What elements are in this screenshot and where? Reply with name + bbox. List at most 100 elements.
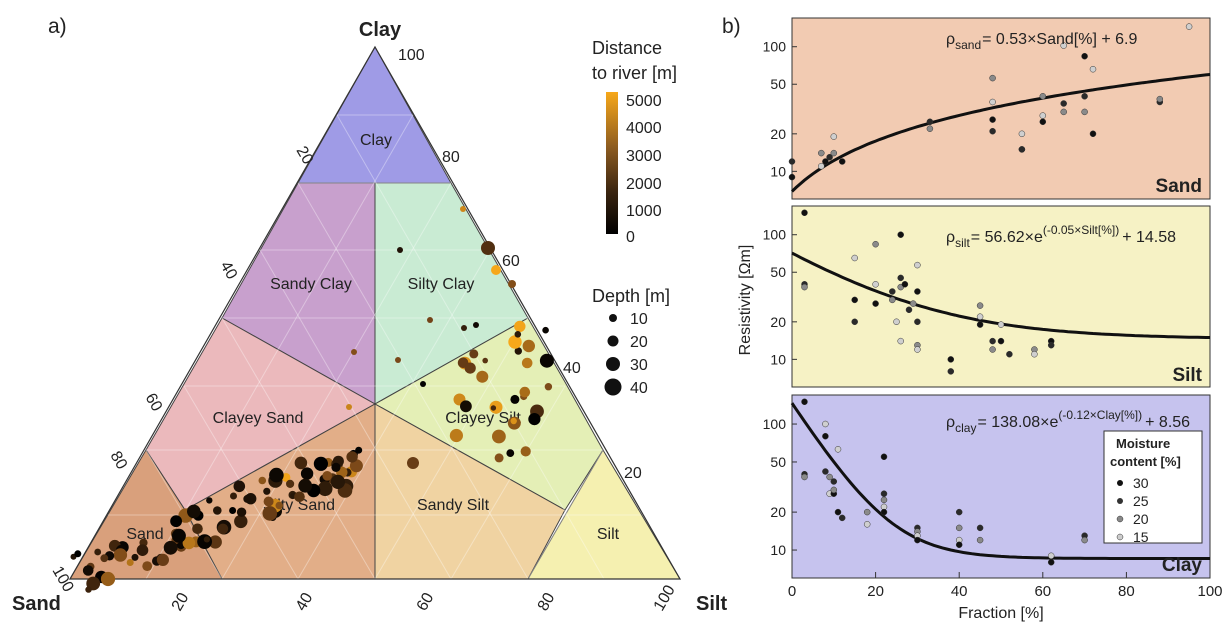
sample-point-silt <box>872 240 879 248</box>
sample-point-silt <box>997 337 1005 345</box>
sample-point-silt <box>909 300 917 307</box>
sample-point-ternary <box>407 457 419 469</box>
sample-point-ternary <box>313 456 328 471</box>
moisture-marker-15 <box>1116 533 1124 541</box>
y-tick-label: 100 <box>763 227 787 243</box>
right-tick: 60 <box>502 253 520 270</box>
depth-value: 40 <box>630 380 648 397</box>
sample-point-sand <box>826 153 833 161</box>
sample-point-ternary <box>74 550 82 558</box>
colorbar-tick: 1000 <box>626 203 662 220</box>
sample-point-clay <box>880 490 888 497</box>
sample-point-silt <box>914 318 921 326</box>
sample-point-ternary <box>213 506 222 515</box>
y-tick-label: 10 <box>770 163 786 179</box>
y-tick-label: 100 <box>763 39 787 55</box>
sample-point-ternary <box>522 339 535 353</box>
moisture-title-2: content [%] <box>1110 454 1181 469</box>
sample-point-clay <box>801 398 808 406</box>
sample-point-ternary <box>234 514 248 529</box>
subplot-label-silt: Silt <box>1172 365 1202 386</box>
sample-point-ternary <box>131 553 139 561</box>
left-axis-ticks: 20 40 60 80 <box>107 144 317 473</box>
sample-point-clay <box>838 514 846 522</box>
sample-point-sand <box>1060 100 1067 107</box>
sample-point-ternary <box>482 357 489 364</box>
region-label-clay: Clay <box>360 132 392 149</box>
sample-point-ternary <box>346 404 352 410</box>
x-tick-label: 0 <box>788 583 796 600</box>
moisture-values: 30 25 20 15 <box>1133 475 1149 545</box>
resistivity-samples <box>788 23 1193 566</box>
left-tick: 80 <box>107 449 131 473</box>
sample-point-sand <box>818 149 825 157</box>
sample-point-clay <box>863 508 871 516</box>
sample-point-sand <box>1060 42 1067 49</box>
sample-point-ternary <box>542 326 549 334</box>
right-tick: 80 <box>442 149 460 166</box>
sample-point-ternary <box>100 571 116 587</box>
sample-point-clay <box>1047 552 1055 560</box>
region-label-clayey-sand: Clayey Sand <box>213 410 304 427</box>
x-tick-label: 20 <box>867 583 884 600</box>
sample-point-ternary <box>346 451 358 463</box>
y-tick-label: 50 <box>770 454 786 470</box>
bottom-tick: 20 <box>169 590 193 614</box>
sample-point-silt <box>989 346 996 353</box>
x-axis-label: Fraction [%] <box>958 605 1043 622</box>
sample-point-ternary <box>217 523 229 535</box>
colorbar-tick: 4000 <box>626 120 662 137</box>
sample-point-silt <box>872 300 879 307</box>
sample-point-ternary <box>113 548 128 562</box>
sample-point-silt <box>893 318 900 326</box>
sample-point-ternary <box>142 561 153 571</box>
sample-point-ternary <box>206 497 213 504</box>
colorbar-tick: 3000 <box>626 148 662 165</box>
sample-point-clay <box>914 536 921 544</box>
sample-point-silt <box>872 281 879 288</box>
y-tick-label: 10 <box>770 351 786 367</box>
colorbar-title-2: to river [m] <box>592 63 677 83</box>
sample-point-sand <box>1039 93 1047 100</box>
depth-legend-title: Depth [m] <box>592 286 670 306</box>
y-tick-label: 10 <box>770 542 786 558</box>
sample-point-silt <box>1031 350 1038 358</box>
sample-point-ternary <box>508 280 516 288</box>
eq-clay: ρclay= 138.08×e(-0.12×Clay[%]) + 8.56 <box>946 408 1190 435</box>
resistivity-panel: b) 10 20 50 100 10 20 50 100 10 20 50 100 ρsand= 0.… <box>722 15 1223 622</box>
bottom-axis-ticks: 20 40 60 80 100 <box>169 582 679 614</box>
sample-point-silt <box>889 296 896 304</box>
fit-curve-clay <box>790 402 1210 560</box>
sample-point-ternary <box>528 413 541 426</box>
x-tick-label: 80 <box>1118 583 1135 600</box>
sample-point-sand <box>1060 108 1067 116</box>
sample-point-clay <box>1047 559 1055 566</box>
sample-point-ternary <box>397 247 403 253</box>
sample-point-silt <box>901 281 909 288</box>
sample-point-ternary <box>355 446 363 454</box>
sample-point-ternary <box>298 478 313 493</box>
right-tick: 20 <box>624 465 642 482</box>
sample-point-ternary <box>203 536 210 543</box>
corner-label-clay: Clay <box>359 19 402 41</box>
x-tick-label: 40 <box>951 583 968 600</box>
sample-point-sand <box>1089 65 1097 73</box>
panel-b-label: b) <box>722 15 741 38</box>
left-tick: 60 <box>142 391 166 415</box>
y-tick-label: 20 <box>770 314 786 330</box>
sample-point-ternary <box>294 456 308 470</box>
sample-point-ternary <box>469 349 479 359</box>
sample-point-silt <box>914 261 921 269</box>
sample-point-clay <box>880 508 888 516</box>
sample-point-ternary <box>322 471 333 481</box>
sample-point-ternary <box>331 462 341 472</box>
sample-point-silt <box>801 283 808 291</box>
moisture-marker-30 <box>1117 480 1123 486</box>
sample-point-ternary <box>197 534 213 549</box>
corner-value-clay: 100 <box>398 47 425 64</box>
sample-point-sand <box>788 173 796 181</box>
bottom-tick: 100 <box>651 582 679 614</box>
sample-point-sand <box>1039 112 1047 119</box>
moisture-marker-20 <box>1116 515 1124 523</box>
sample-point-silt <box>989 337 996 345</box>
